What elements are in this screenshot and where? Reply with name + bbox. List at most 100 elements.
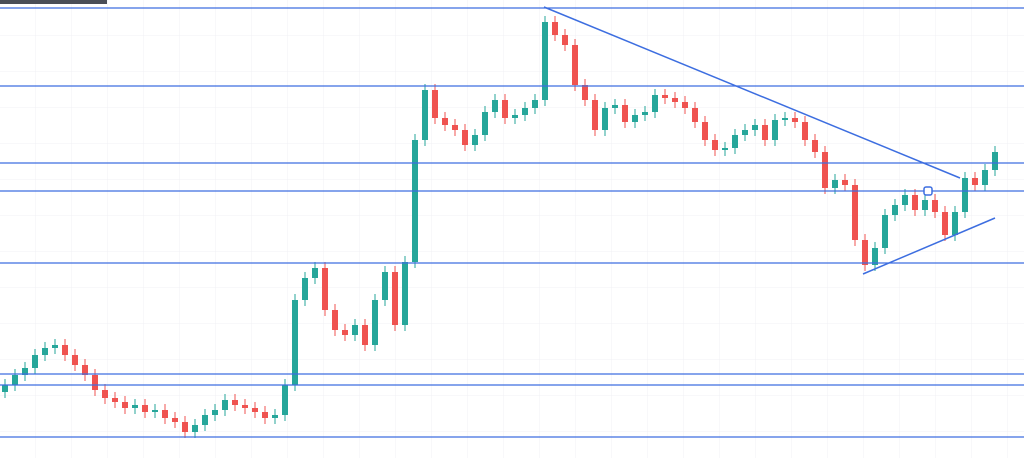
trend-line (543, 6, 961, 179)
candle-body (552, 22, 558, 35)
candle-body (382, 272, 388, 300)
candle-body (242, 405, 248, 408)
candle-body (922, 200, 928, 210)
candle-body (102, 390, 108, 398)
candle-body (712, 140, 718, 150)
candle-body (352, 325, 358, 335)
candle-body (652, 95, 658, 112)
candle-body (342, 330, 348, 335)
candle-body (322, 268, 328, 310)
candle-body (732, 135, 738, 148)
anchor-handle (923, 186, 933, 196)
candle-body (662, 95, 668, 98)
candle-body (222, 400, 228, 410)
candle-body (2, 385, 8, 392)
candle-body (812, 140, 818, 152)
candle-body (822, 152, 828, 188)
candle-body (622, 105, 628, 122)
candle-body (272, 415, 278, 418)
candle-body (152, 410, 158, 412)
candle-body (632, 115, 638, 122)
candle-body (722, 148, 728, 150)
candle-body (212, 410, 218, 415)
candle-body (672, 98, 678, 102)
candle-body (582, 85, 588, 100)
candle-body (142, 405, 148, 412)
candle-body (942, 212, 948, 235)
candle-body (422, 90, 428, 140)
candle-body (432, 90, 438, 118)
candle-body (882, 215, 888, 248)
candle-body (542, 22, 548, 100)
candle-body (72, 355, 78, 365)
candle-body (202, 415, 208, 425)
candle-body (912, 195, 918, 210)
candle-body (172, 418, 178, 422)
candle-body (82, 365, 88, 375)
candle-body (512, 115, 518, 118)
candle-body (402, 262, 408, 325)
candle-body (472, 135, 478, 145)
candle-body (792, 118, 798, 122)
candle-body (852, 185, 858, 240)
candle-body (112, 398, 118, 402)
candle-body (502, 100, 508, 118)
candle-body (762, 125, 768, 140)
candle-body (982, 170, 988, 185)
candle-body (842, 180, 848, 185)
candle-body (162, 410, 168, 418)
candle-body (532, 100, 538, 108)
candle-body (262, 412, 268, 418)
candle-body (282, 385, 288, 415)
candle-body (832, 180, 838, 188)
candle-body (872, 248, 878, 265)
candle-body (22, 368, 28, 375)
candle-body (462, 130, 468, 145)
candle-body (52, 345, 58, 348)
candle-body (892, 205, 898, 215)
candle-body (292, 300, 298, 385)
candle-body (522, 108, 528, 115)
candle-body (482, 112, 488, 135)
candle-body (802, 122, 808, 140)
candle-body (742, 130, 748, 135)
toolbar-tab (0, 0, 107, 4)
candle-body (442, 118, 448, 125)
candle-body (682, 102, 688, 108)
trend-line (862, 217, 996, 275)
candle-body (492, 100, 498, 112)
candle-body (572, 45, 578, 85)
candle-body (12, 375, 18, 385)
candle-body (452, 125, 458, 130)
candle-body (32, 355, 38, 368)
candle-body (902, 195, 908, 205)
candle-body (592, 100, 598, 130)
candle-body (562, 35, 568, 45)
candle-body (862, 240, 868, 265)
candle-body (312, 268, 318, 278)
candle-body (602, 108, 608, 130)
candle-body (702, 122, 708, 140)
candle-body (332, 310, 338, 330)
candle-body (372, 300, 378, 345)
candle-body (992, 152, 998, 170)
candle-body (362, 325, 368, 345)
candle-body (192, 425, 198, 432)
candle-body (642, 112, 648, 115)
candle-body (232, 400, 238, 405)
candle-body (932, 200, 938, 212)
candle-body (182, 422, 188, 432)
candle-body (62, 345, 68, 355)
candle-body (952, 212, 958, 235)
candle-body (42, 348, 48, 355)
candle-body (752, 125, 758, 130)
candle-body (132, 405, 138, 408)
candle-body (412, 140, 418, 262)
candle-body (972, 178, 978, 185)
candle-body (122, 402, 128, 408)
candle-body (92, 375, 98, 390)
candle-body (692, 108, 698, 122)
candle-body (772, 120, 778, 140)
